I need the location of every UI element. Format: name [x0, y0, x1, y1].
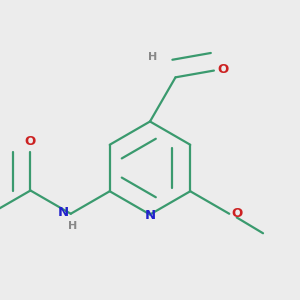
Text: N: N [144, 209, 156, 222]
Text: H: H [68, 221, 77, 231]
Text: O: O [218, 63, 229, 76]
Text: O: O [232, 207, 243, 220]
Text: O: O [25, 135, 36, 148]
Text: H: H [148, 52, 157, 61]
Text: N: N [58, 206, 69, 219]
